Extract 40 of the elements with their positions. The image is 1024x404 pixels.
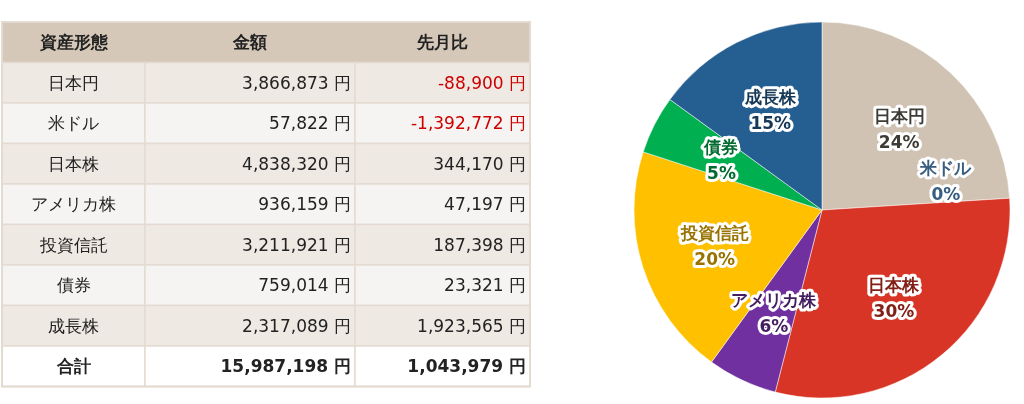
data-label: 15% <box>750 113 792 134</box>
text: 1,043,979 円 <box>407 356 526 377</box>
text: -88,900 円 <box>437 72 526 93</box>
slice-label: 債券 <box>703 136 739 157</box>
text: 15,987,198 円 <box>220 356 351 377</box>
slice-label: 日本株 <box>868 274 921 295</box>
category-label: 金額 <box>232 32 267 53</box>
text: 2,317,089 円 <box>242 315 351 336</box>
text: 344,170 円 <box>433 153 526 174</box>
category-label: 先月比 <box>416 32 468 53</box>
text: -1,392,772 円 <box>410 113 526 134</box>
text: 0% <box>931 184 961 205</box>
category-label: 資産形態 <box>38 32 109 53</box>
data-label: 20% <box>694 248 736 269</box>
slice-label: 投資信託 <box>679 222 749 243</box>
text: 23,321 円 <box>444 275 526 296</box>
text: 187,398 円 <box>433 234 526 255</box>
text: 3,866,873 円 <box>242 72 351 93</box>
category-label: アメリカ株 <box>31 194 116 215</box>
data-label: 5% <box>707 162 736 183</box>
category-label: 投資信託 <box>39 234 108 255</box>
text: 759,014 円 <box>258 275 351 296</box>
slice-label: 日本円 <box>873 105 925 126</box>
category-label: 米ドル <box>920 158 972 179</box>
text: 3,211,921 円 <box>242 234 351 255</box>
text: 1,923,565 円 <box>417 315 526 336</box>
data-label: 24% <box>878 131 920 152</box>
text: 4,838,320 円 <box>242 153 351 174</box>
data-label: 6% <box>759 316 789 337</box>
text: 936,159 円 <box>258 194 351 215</box>
text: 47,197 円 <box>444 194 526 215</box>
category-label: 日本株 <box>48 153 99 174</box>
category-label: 債券 <box>56 275 91 296</box>
category-label: 成長株 <box>48 315 99 336</box>
category-label: 合計 <box>56 356 91 377</box>
slice-label: 成長株 <box>744 87 798 108</box>
text: 57,822 円 <box>269 113 351 134</box>
category-label: 日本円 <box>48 72 99 93</box>
data-label: 30% <box>873 300 915 321</box>
category-label: 米ドル <box>48 113 99 134</box>
